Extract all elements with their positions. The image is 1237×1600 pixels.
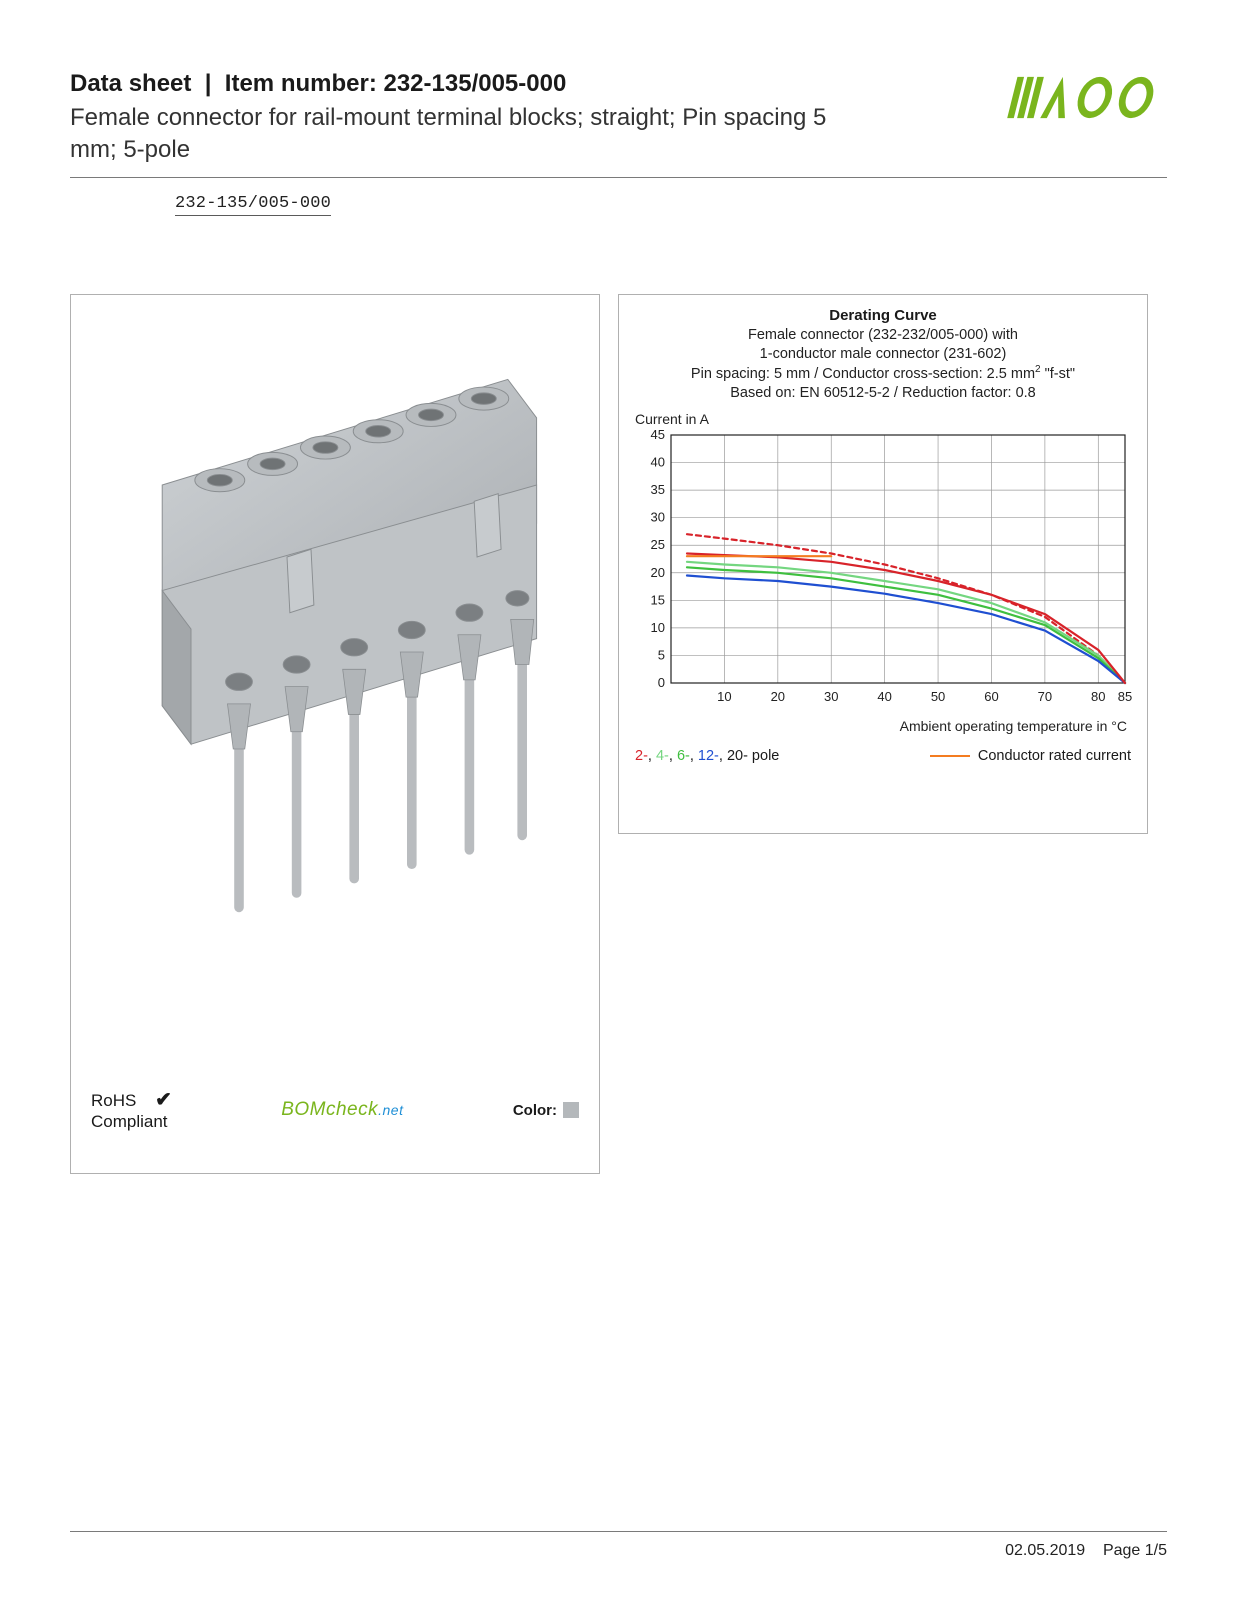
page-footer: 02.05.2019 Page 1/5	[70, 1531, 1167, 1560]
item-label: Item number:	[225, 70, 377, 97]
wago-logo	[1002, 70, 1167, 125]
svg-text:40: 40	[651, 455, 665, 470]
x-axis-label: Ambient operating temperature in °C	[631, 718, 1135, 734]
legend-pole-2: 2-	[635, 748, 648, 764]
chart-sub3: Pin spacing: 5 mm / Conductor cross-sect…	[631, 363, 1135, 384]
svg-text:0: 0	[658, 675, 665, 690]
rohs-compliant-badge: RoHS ✔ Compliant	[91, 1089, 172, 1132]
footer-date: 02.05.2019	[1005, 1542, 1085, 1559]
chart-sub3-post: "f-st"	[1041, 366, 1075, 382]
item-number-link[interactable]: 232-135/005-000	[175, 194, 331, 216]
footer-page: Page 1/5	[1103, 1542, 1167, 1559]
svg-text:60: 60	[984, 689, 998, 704]
svg-text:25: 25	[651, 537, 665, 552]
bomcheck-suffix: .net	[378, 1102, 403, 1118]
svg-text:20: 20	[771, 689, 785, 704]
legend-pole-20: 20-	[727, 748, 748, 764]
svg-text:10: 10	[651, 620, 665, 635]
svg-text:80: 80	[1091, 689, 1105, 704]
svg-text:45: 45	[651, 429, 665, 442]
item-number-header: 232-135/005-000	[383, 70, 566, 97]
chart-sub1: Female connector (232-232/005-000) with	[631, 326, 1135, 345]
item-number-row: 232-135/005-000	[70, 178, 1167, 216]
y-axis-label: Current in A	[635, 411, 1135, 427]
bomcheck-main: BOMcheck	[281, 1099, 378, 1120]
chart-sub2: 1-conductor male connector (231-602)	[631, 345, 1135, 364]
svg-text:30: 30	[824, 689, 838, 704]
chart-title: Derating Curve	[631, 307, 1135, 324]
header-text-block: Data sheet | Item number: 232-135/005-00…	[70, 70, 870, 167]
rohs-text: RoHS	[91, 1091, 136, 1110]
bomcheck-logo: BOMcheck.net	[281, 1099, 403, 1121]
svg-text:50: 50	[931, 689, 945, 704]
legend-pole-6: 6-	[677, 748, 690, 764]
svg-text:40: 40	[877, 689, 891, 704]
legend-poles: 2-, 4-, 6-, 12-, 20- pole	[635, 748, 779, 764]
chart-panel: Derating Curve Female connector (232-232…	[618, 294, 1148, 834]
svg-text:70: 70	[1038, 689, 1052, 704]
legend-pole-4: 4-	[656, 748, 669, 764]
subtitle: Female connector for rail-mount terminal…	[70, 102, 870, 167]
svg-text:20: 20	[651, 565, 665, 580]
legend-rated: Conductor rated current	[930, 748, 1131, 764]
legend-line-icon	[930, 755, 970, 757]
legend-pole-12: 12-	[698, 748, 719, 764]
check-icon: ✔	[155, 1089, 172, 1111]
title-prefix: Data sheet	[70, 70, 191, 97]
chart-sub3-pre: Pin spacing: 5 mm / Conductor cross-sect…	[691, 366, 1035, 382]
title-separator: |	[205, 70, 212, 97]
svg-text:35: 35	[651, 482, 665, 497]
svg-text:5: 5	[658, 647, 665, 662]
chart-sub4: Based on: EN 60512-5-2 / Reduction facto…	[631, 384, 1135, 403]
svg-text:15: 15	[651, 592, 665, 607]
svg-text:30: 30	[651, 510, 665, 525]
page-header: Data sheet | Item number: 232-135/005-00…	[70, 70, 1167, 178]
legend-rated-label: Conductor rated current	[978, 748, 1131, 764]
svg-text:10: 10	[717, 689, 731, 704]
compliant-text: Compliant	[91, 1112, 168, 1131]
svg-text:85: 85	[1118, 689, 1132, 704]
legend-poles-suffix: pole	[748, 748, 779, 764]
product-image	[85, 309, 585, 989]
color-indicator: Color:	[513, 1102, 579, 1119]
chart-legend: 2-, 4-, 6-, 12-, 20- pole Conductor rate…	[631, 748, 1135, 764]
color-swatch	[563, 1102, 579, 1118]
title-line: Data sheet | Item number: 232-135/005-00…	[70, 70, 870, 98]
color-label-text: Color:	[513, 1102, 557, 1119]
product-panel: RoHS ✔ Compliant BOMcheck.net Color:	[70, 294, 600, 1174]
derating-chart: 0 5 10 15 20 25 30 35 40 45 10 20 30 40 50 60 70 80 85	[631, 429, 1135, 714]
compliance-row: RoHS ✔ Compliant BOMcheck.net Color:	[85, 1089, 585, 1132]
